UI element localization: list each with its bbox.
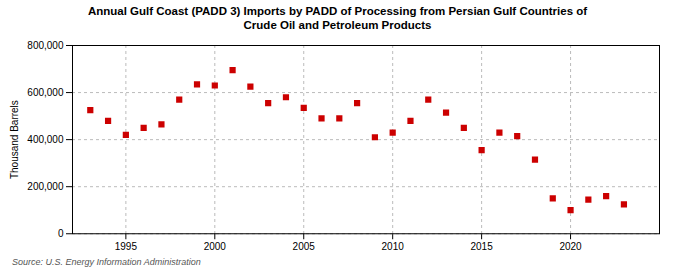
svg-text:800,000: 800,000 bbox=[27, 39, 64, 50]
svg-text:2020: 2020 bbox=[559, 241, 582, 252]
svg-text:600,000: 600,000 bbox=[27, 87, 64, 98]
svg-text:1995: 1995 bbox=[115, 241, 138, 252]
svg-text:2010: 2010 bbox=[382, 241, 405, 252]
svg-text:Thousand Barrels: Thousand Barrels bbox=[9, 100, 20, 179]
html-text:Annual Gulf Coast (PADD 3) Imp: Annual Gulf Coast (PADD 3) Imports by PA… bbox=[87, 5, 588, 32]
svg-text:2015: 2015 bbox=[470, 241, 493, 252]
svg-text:2005: 2005 bbox=[293, 241, 316, 252]
html-text:Source: U.S. Energy Informatio: Source: U.S. Energy Information Administ… bbox=[12, 257, 201, 267]
svg-text:200,000: 200,000 bbox=[27, 181, 64, 192]
svg-text:0: 0 bbox=[58, 228, 64, 239]
svg-text:2000: 2000 bbox=[204, 241, 227, 252]
svg-text:400,000: 400,000 bbox=[27, 134, 64, 145]
